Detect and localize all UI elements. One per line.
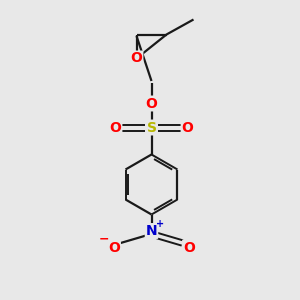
- Text: −: −: [99, 232, 110, 246]
- Text: O: O: [108, 241, 120, 254]
- Text: +: +: [156, 219, 164, 230]
- Text: O: O: [110, 121, 122, 134]
- Text: O: O: [183, 241, 195, 254]
- Text: O: O: [182, 121, 194, 134]
- Text: O: O: [130, 52, 142, 65]
- Text: O: O: [146, 97, 158, 110]
- Text: N: N: [146, 224, 157, 238]
- Text: S: S: [146, 121, 157, 134]
